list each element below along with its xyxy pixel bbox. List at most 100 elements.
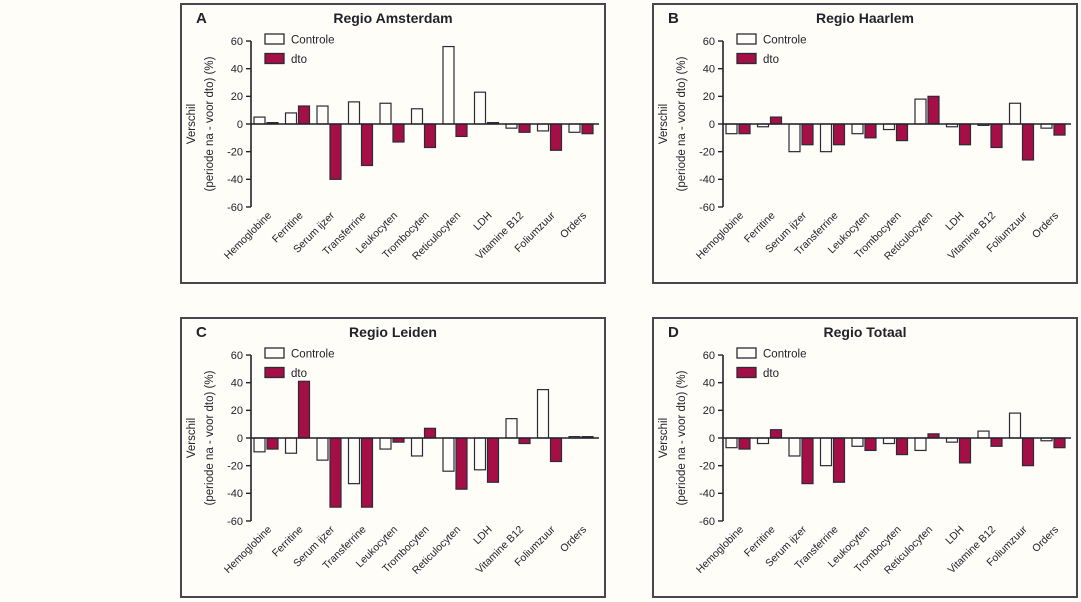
- category-label: LDH: [471, 524, 494, 547]
- y-tick-label: -20: [227, 460, 243, 472]
- legend-swatch-controle: [736, 347, 757, 359]
- y-tick-label: 60: [231, 36, 243, 48]
- panel-title-haarlem: Regio Haarlem: [815, 10, 915, 26]
- bar-controle: [977, 430, 990, 439]
- legend-swatch-dto: [264, 366, 285, 379]
- y-tick-label: -60: [227, 202, 243, 214]
- category-label: Orders: [558, 524, 589, 555]
- bar-dto: [518, 437, 531, 445]
- bar-controle: [410, 108, 424, 125]
- legend-swatch-dto: [736, 366, 757, 379]
- y-tick-label: 40: [703, 63, 715, 75]
- legend-label-controle: Controle: [763, 349, 806, 361]
- y-tick-label: 0: [709, 119, 715, 131]
- y-tick-label: 60: [703, 36, 715, 48]
- bar-dto: [266, 437, 279, 450]
- bar-controle: [882, 437, 896, 445]
- bar-dto: [769, 116, 783, 125]
- bar-dto: [455, 437, 468, 490]
- bar-controle: [442, 45, 455, 125]
- bar-controle: [284, 437, 298, 454]
- bar-controle: [347, 101, 361, 125]
- y-tick-label: 40: [703, 377, 715, 389]
- bar-controle: [851, 123, 864, 135]
- y-tick-label: 20: [703, 405, 715, 417]
- y-tick-label: 40: [231, 63, 243, 75]
- y-axis-label-line2: (periode na - voor dto) (%): [204, 370, 216, 505]
- y-axis-label-line2: (periode na - voor dto) (%): [676, 370, 688, 505]
- bar-controle: [1008, 102, 1022, 125]
- y-axis-label-line1: Verschil: [658, 104, 670, 144]
- bar-controle: [914, 437, 927, 452]
- bar-controle: [505, 418, 518, 439]
- bar-controle: [347, 437, 361, 485]
- bar-dto: [423, 123, 437, 149]
- category-label: LDH: [943, 524, 966, 547]
- bar-dto: [958, 437, 972, 464]
- bar-chart-regio-totaal: Verschil (periode na - voor dto) (%) 60 40 2…: [658, 347, 1071, 577]
- bar-dto: [486, 437, 500, 483]
- y-tick-label: -40: [699, 488, 715, 500]
- bar-dto: [297, 380, 311, 439]
- legend-swatch-controle: [264, 33, 285, 45]
- y-tick-label: -40: [699, 174, 715, 186]
- bar-dto: [801, 437, 814, 485]
- bar-controle: [536, 388, 550, 439]
- bar-controle: [316, 437, 329, 461]
- legend-swatch-dto: [736, 52, 757, 65]
- legend-label-dto: dto: [763, 368, 779, 380]
- bar-dto: [832, 437, 846, 483]
- bar-controle: [819, 437, 833, 467]
- bar-dto: [990, 123, 1003, 149]
- bar-dto: [549, 123, 563, 151]
- y-axis-label-line1: Verschil: [186, 418, 198, 458]
- category-label: Orders: [558, 210, 589, 241]
- legend-label-dto: dto: [291, 368, 307, 380]
- bar-controle: [914, 98, 927, 125]
- bar-chart-regio-amsterdam: Verschil (periode na - voor dto) (%) 60 40 2…: [186, 33, 599, 263]
- legend-swatch-controle: [736, 33, 757, 45]
- legend-swatch-dto: [264, 52, 285, 65]
- bar-dto: [549, 437, 563, 463]
- panel-title-amsterdam: Regio Amsterdam: [333, 10, 453, 26]
- category-label: LDH: [943, 210, 966, 233]
- bar-dto: [801, 123, 814, 146]
- panel-title-totaal: Regio Totaal: [823, 324, 907, 340]
- legend-label-controle: Controle: [291, 349, 334, 361]
- y-tick-label: -20: [699, 460, 715, 472]
- bar-controle: [725, 437, 738, 449]
- panel-regio-leiden: C Regio Leiden Verschil (periode na - voo…: [180, 317, 606, 598]
- y-tick-label: -60: [699, 202, 715, 214]
- bar-controle: [788, 123, 801, 153]
- bar-controle: [756, 437, 770, 445]
- bar-controle: [851, 437, 864, 447]
- bar-dto: [423, 427, 437, 439]
- panel-regio-haarlem: B Regio Haarlem Verschil (periode na - vo…: [652, 3, 1078, 284]
- bar-dto: [1053, 123, 1066, 136]
- bar-controle: [379, 437, 392, 450]
- bar-dto: [518, 123, 531, 133]
- category-label: Hemoglobine: [222, 524, 274, 576]
- bar-controle: [819, 123, 833, 153]
- category-label: Hemoglobine: [694, 524, 746, 576]
- legend-label-dto: dto: [763, 54, 779, 66]
- bar-dto: [832, 123, 846, 146]
- y-tick-label: -40: [227, 488, 243, 500]
- y-tick-label: 20: [231, 405, 243, 417]
- y-axis-label-line1: Verschil: [186, 104, 198, 144]
- panel-letter-c: C: [196, 324, 207, 341]
- bar-dto: [455, 123, 468, 138]
- y-tick-label: 60: [703, 350, 715, 362]
- y-tick-label: 0: [709, 433, 715, 445]
- y-tick-label: 40: [231, 377, 243, 389]
- category-label: Orders: [1030, 524, 1061, 555]
- y-axis-label-line2: (periode na - voor dto) (%): [676, 56, 688, 191]
- bar-controle: [536, 123, 550, 132]
- y-tick-label: 20: [703, 91, 715, 103]
- bar-dto: [990, 437, 1003, 447]
- y-tick-label: -60: [699, 516, 715, 528]
- bar-controle: [253, 116, 266, 125]
- category-label: Hemoglobine: [694, 210, 746, 262]
- bar-controle: [882, 123, 896, 131]
